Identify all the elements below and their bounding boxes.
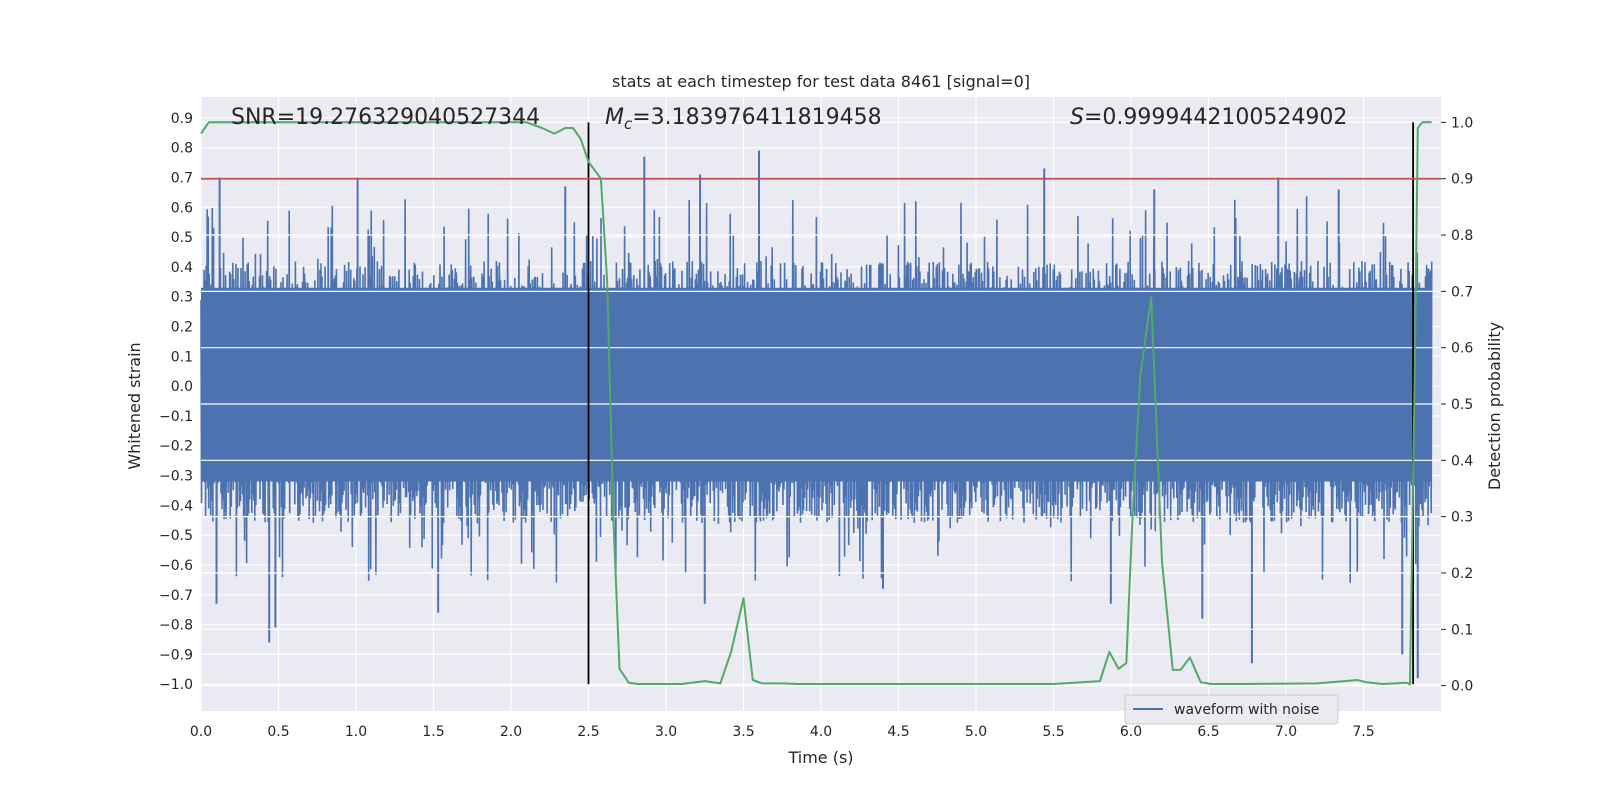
y-tick-label: 0.5 — [171, 230, 193, 246]
x-axis-label: Time (s) — [787, 748, 853, 767]
y-tick-label: 0.3 — [171, 290, 193, 306]
x-tick-label: 3.5 — [732, 724, 754, 740]
y2-tick-label: 0.5 — [1451, 397, 1473, 413]
s-value: =0.9999442100524902 — [1084, 105, 1347, 130]
legend-box — [1124, 694, 1339, 725]
x-tick-label: 7.0 — [1275, 724, 1297, 740]
y-tick-label: −0.8 — [159, 618, 193, 634]
chirp-mass-symbol: M — [605, 105, 624, 130]
y2-tick-label: 0.1 — [1451, 622, 1473, 638]
x-tick-label: 2.5 — [577, 724, 599, 740]
probability-line — [200, 121, 1432, 686]
y2-tick-label: 0.7 — [1451, 284, 1473, 300]
x-tick-label: 6.5 — [1197, 724, 1219, 740]
y-tick-label: −0.6 — [159, 558, 193, 574]
y-tick-label: 0.7 — [171, 170, 193, 186]
y-tick-label: −1.0 — [159, 677, 193, 693]
chart-title: stats at each timestep for test data 846… — [612, 72, 1030, 91]
y-tick-label: 0.4 — [171, 260, 193, 276]
y-tick-label: −0.2 — [159, 439, 193, 455]
y-tick-label: −0.1 — [159, 409, 193, 425]
y-tick-label: 0.9 — [171, 111, 193, 127]
y-tick-label: −0.7 — [159, 588, 193, 604]
y2-tick-label: 0.0 — [1451, 679, 1473, 695]
vertical-markers — [587, 122, 1414, 685]
y2-tick-label: 0.9 — [1451, 172, 1473, 188]
y-tick-label: −0.4 — [159, 498, 193, 514]
x-tick-label: 6.0 — [1120, 724, 1142, 740]
y2-tick-label: 1.0 — [1451, 115, 1473, 131]
y-tick-label: 0.1 — [171, 349, 193, 365]
y2-tick-label: 0.8 — [1451, 228, 1473, 244]
chirp-mass-value: =3.183976411819458 — [632, 105, 881, 130]
y-axis-label: Whitened strain — [125, 342, 144, 469]
y-tick-label: 0.6 — [171, 200, 193, 216]
x-tick-label: 7.5 — [1352, 724, 1374, 740]
y2-tick-label: 0.3 — [1451, 510, 1473, 526]
x-tick-label: 2.0 — [500, 724, 522, 740]
chirp-mass-annotation: Mc=3.183976411819458 — [605, 105, 882, 133]
y2-tick-label: 0.6 — [1451, 341, 1473, 357]
y2-tick-label: 0.2 — [1451, 566, 1473, 582]
y-tick-label: 0.0 — [171, 379, 193, 395]
x-tick-label: 1.0 — [345, 724, 367, 740]
s-annotation: S=0.9999442100524902 — [1070, 105, 1347, 130]
x-tick-label: 5.5 — [1042, 724, 1064, 740]
x-tick-label: 0.0 — [190, 724, 212, 740]
y2-tick-label: 0.4 — [1451, 453, 1473, 469]
probability-series — [200, 121, 1432, 686]
y-tick-label: −0.9 — [159, 647, 193, 663]
x-tick-label: 5.0 — [965, 724, 987, 740]
y2-axis-label: Detection probability — [1485, 322, 1504, 490]
legend-label: waveform with noise — [1174, 702, 1319, 718]
x-tick-label: 4.0 — [810, 724, 832, 740]
s-symbol: S — [1070, 105, 1084, 130]
axes: 0.0 0.5 1.0 1.5 2.0 2.5 3.0 3.5 4.0 4.5 5.0 5.5 6.0 6… — [159, 111, 1473, 740]
legend: waveform with noise — [1124, 694, 1339, 725]
x-tick-label: 3.0 — [655, 724, 677, 740]
y-tick-label: −0.3 — [159, 469, 193, 485]
x-tick-label: 0.5 — [267, 724, 289, 740]
waveform-series — [200, 121, 1441, 687]
y-tick-label: −0.5 — [159, 528, 193, 544]
x-tick-label: 1.5 — [422, 724, 444, 740]
y-tick-label: 0.8 — [171, 141, 193, 157]
y-tick-label: 0.2 — [171, 320, 193, 336]
chirp-mass-subscript: c — [624, 115, 633, 133]
x-tick-label: 4.5 — [887, 724, 909, 740]
waveform-line — [200, 196, 1433, 583]
snr-annotation: SNR=19.276329040527344 — [231, 105, 540, 130]
